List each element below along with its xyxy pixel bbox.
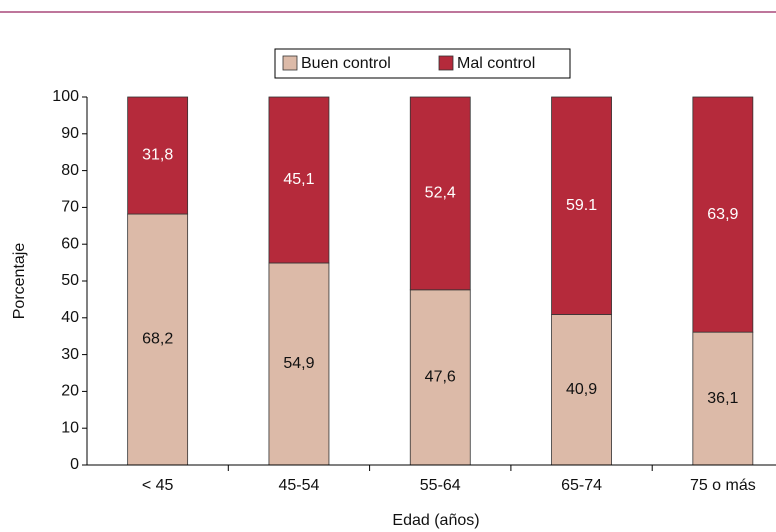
x-tick-label: 45-54 bbox=[278, 477, 319, 494]
data-label: 47,6 bbox=[425, 369, 456, 386]
data-label: 54,9 bbox=[283, 355, 314, 372]
bar-segment bbox=[692, 96, 754, 333]
y-tick-label: 40 bbox=[61, 309, 79, 326]
legend-box bbox=[274, 48, 571, 79]
data-label: 36,1 bbox=[707, 390, 738, 407]
y-tick-label: 30 bbox=[61, 346, 79, 363]
y-tick-label: 100 bbox=[52, 88, 79, 105]
data-label: 59.1 bbox=[566, 197, 597, 214]
bar-segment bbox=[127, 96, 189, 215]
legend-label: Mal control bbox=[457, 55, 535, 72]
bar-segment bbox=[409, 96, 471, 291]
bar-segment bbox=[409, 289, 471, 466]
data-label: 40,9 bbox=[566, 381, 597, 398]
data-label: 45,1 bbox=[283, 171, 314, 188]
bar-segment bbox=[127, 213, 189, 466]
y-tick-label: 70 bbox=[61, 199, 79, 216]
bar-segment bbox=[268, 262, 330, 466]
legend-swatch bbox=[282, 55, 298, 71]
data-label: 52,4 bbox=[425, 185, 456, 202]
x-tick-label: 55-64 bbox=[420, 477, 461, 494]
y-tick-label: 60 bbox=[61, 235, 79, 252]
y-tick-label: 10 bbox=[61, 419, 79, 436]
bar-segment bbox=[692, 331, 754, 466]
x-tick-label: < 45 bbox=[142, 477, 174, 494]
y-tick-label: 20 bbox=[61, 383, 79, 400]
y-tick-label: 50 bbox=[61, 272, 79, 289]
y-axis-title: Porcentaje bbox=[11, 243, 28, 320]
bar-segment bbox=[268, 96, 330, 264]
bar-segment bbox=[551, 96, 612, 315]
data-label: 63,9 bbox=[707, 206, 738, 223]
x-tick-label: 65-74 bbox=[561, 477, 602, 494]
legend-label: Buen control bbox=[301, 55, 391, 72]
x-tick-label: 75 o más bbox=[690, 477, 756, 494]
y-tick-label: 80 bbox=[61, 162, 79, 179]
y-tick-label: 90 bbox=[61, 125, 79, 142]
data-label: 31,8 bbox=[142, 147, 173, 164]
data-label: 68,2 bbox=[142, 331, 173, 348]
legend-swatch bbox=[438, 55, 454, 71]
x-axis-title: Edad (años) bbox=[392, 512, 479, 529]
y-tick-label: 0 bbox=[70, 456, 79, 473]
